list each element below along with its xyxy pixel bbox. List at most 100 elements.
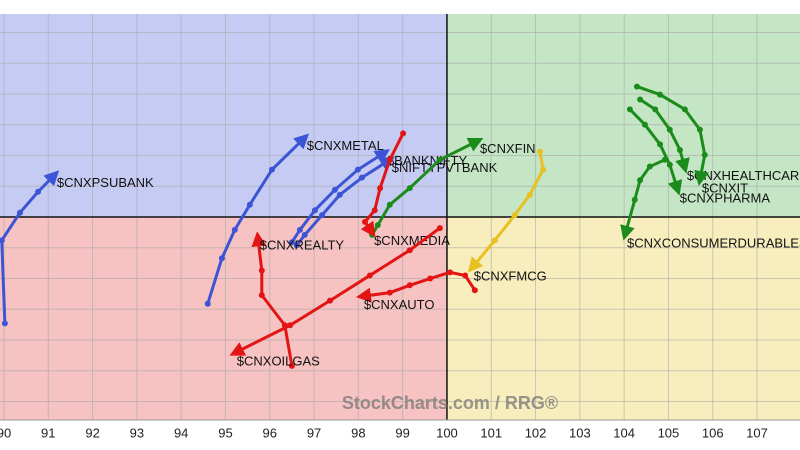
x-tick-label: 97 [307,425,321,440]
series-label: $CNXHEALTHCARE [687,168,800,183]
series-label: $CNXCONSUMERDURABLES [627,235,800,250]
trail-point [652,106,659,113]
trail-point [362,218,369,225]
trail-point [386,156,393,163]
trail-point [436,156,443,163]
series-label: $CNXPSUBANK [57,175,154,190]
trail-point [661,156,668,163]
trail-point [462,272,469,279]
watermark: StockCharts.com / RRG® [342,393,558,413]
x-tick-label: 100 [436,425,458,440]
trail-point [646,163,653,170]
trail-point [511,212,518,219]
x-tick-label: 107 [746,425,768,440]
x-tick-label: 90 [0,425,11,440]
trail-point [377,185,384,192]
trail-point [406,247,413,254]
series-label: $CNXFMCG [474,268,547,283]
trail-point [371,207,378,214]
trail-point [354,166,361,173]
trail-point [331,186,338,193]
trail-point [406,185,413,192]
x-tick-label: 91 [41,425,55,440]
trail-point [258,292,265,299]
trail-point [246,201,253,208]
x-tick-label: 95 [218,425,232,440]
trail-point [301,231,308,238]
trail-point [471,287,478,294]
trail-point [681,106,688,113]
trail-point [666,161,673,168]
trail-point [0,237,5,244]
trail-point [666,126,673,133]
series-label: $CNXREALTY [260,238,345,253]
trail-point [386,201,393,208]
x-tick-label: 104 [613,425,635,440]
trail-point [336,191,343,198]
trail-point [288,239,295,246]
trail-point [311,207,318,214]
trail-point [526,191,533,198]
trail-point [641,121,648,128]
trail-point [626,106,633,113]
x-tick-label: 105 [658,425,680,440]
trail-point [231,226,238,233]
trail-point [406,282,413,289]
x-tick-label: 98 [351,425,365,440]
trail-point [657,91,664,98]
trail-point [374,221,381,228]
quadrant-lagging [0,217,447,420]
x-tick-label: 96 [263,425,277,440]
series-label: $CNXOILGAS [237,353,320,368]
trail-point [637,177,644,184]
x-tick-label: 99 [395,425,409,440]
trail-point [447,269,454,276]
trail-point [657,141,664,148]
trail-point [293,242,300,249]
trail [229,226,441,356]
trail-point [358,174,365,181]
trail-point [258,267,265,274]
trail-point [268,166,275,173]
x-tick-label: 92 [85,425,99,440]
trail-point [637,96,644,103]
trail-point [327,297,334,304]
x-tick-label: 93 [130,425,144,440]
series-label: $CNXPHARMA [680,190,771,205]
trail-point [386,289,393,296]
x-tick-label: 103 [569,425,591,440]
trail-point [35,188,42,195]
quadrant-leading [446,14,800,217]
trail-point [536,148,543,155]
trail [636,85,709,186]
trail-point [1,320,8,327]
trail-point [204,300,211,307]
trail-point [16,209,23,216]
series-label: $CNXMETAL [307,138,384,153]
trail-point [296,226,303,233]
x-tick-label: 101 [480,425,502,440]
x-tick-label: 94 [174,425,188,440]
series-label: $NIFTYPVTBANK [392,160,498,175]
x-tick-label: 106 [702,425,724,440]
trail-point [701,151,708,158]
trail [467,151,545,273]
series-label: $CNXAUTO [364,297,435,312]
series-label: $CNXFIN [480,141,536,156]
trail-point [366,272,373,279]
trail-point [319,212,326,219]
trail-point [287,322,294,329]
trail-point [400,130,407,137]
trail-point [631,196,638,203]
series-label: $CNXIT [702,181,748,196]
quadrant-weakening [446,217,800,420]
x-tick-label: 102 [525,425,547,440]
trail [206,133,310,305]
trail-point [491,237,498,244]
trail-point [288,362,295,369]
trail-point [676,146,683,153]
quadrant-improving [0,14,447,217]
trail-point [696,126,703,133]
